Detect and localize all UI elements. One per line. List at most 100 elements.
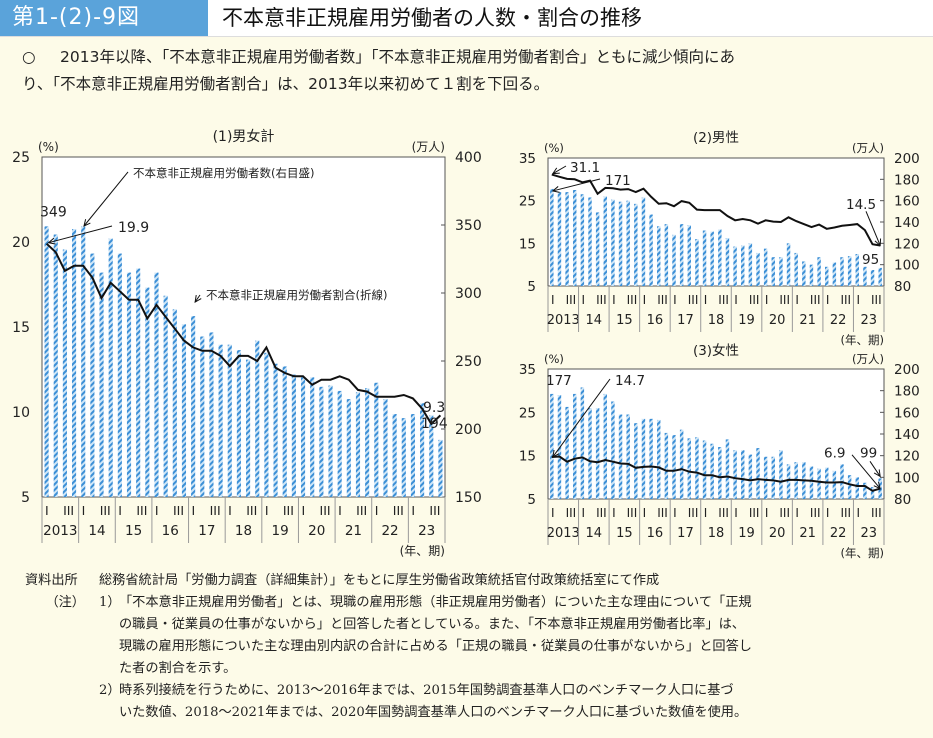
female-left-tick-label: 5 bbox=[527, 492, 536, 508]
total-line-series-arrow-head bbox=[194, 295, 202, 303]
total-quarter-label: I bbox=[338, 503, 342, 518]
female-quarter-label: III bbox=[871, 506, 882, 520]
male-bar bbox=[756, 252, 760, 286]
total-year-label: 18 bbox=[235, 523, 252, 539]
female-year-label: 19 bbox=[738, 526, 755, 541]
total-quarter-label: III bbox=[63, 503, 74, 518]
male-right-tick-label: 180 bbox=[894, 172, 920, 188]
male-bar bbox=[565, 192, 569, 286]
total-right-tick-label: 250 bbox=[455, 354, 482, 370]
total-left-tick-label: 15 bbox=[12, 320, 30, 336]
total-bar bbox=[355, 392, 361, 497]
total-year-label: 19 bbox=[272, 523, 289, 539]
male-year-label: 2013 bbox=[547, 313, 580, 328]
male-bar bbox=[672, 234, 676, 286]
total-bar bbox=[81, 226, 86, 498]
female-first-line-arrow-head bbox=[552, 449, 560, 458]
female-quarter-label: III bbox=[627, 506, 638, 520]
male-bar bbox=[595, 212, 600, 286]
female-bar bbox=[763, 456, 768, 499]
female-left-tick-label: 25 bbox=[519, 405, 536, 421]
total-bar bbox=[200, 336, 205, 497]
male-year-label: 18 bbox=[708, 313, 725, 328]
summary-text: ○ 2013年以降、「不本意非正規雇用労働者数」「不本意非正規雇用労働者割合」とも… bbox=[22, 44, 912, 98]
total-bar bbox=[236, 350, 241, 497]
total-bar bbox=[337, 390, 342, 497]
male-bar bbox=[664, 224, 669, 286]
female-bar bbox=[573, 393, 577, 499]
male-quarter-label: I bbox=[582, 293, 586, 307]
male-bar bbox=[718, 229, 722, 286]
male-bar bbox=[618, 201, 623, 286]
female-quarter-label: III bbox=[566, 506, 577, 520]
female-quarter-label: I bbox=[673, 506, 677, 520]
female-bar bbox=[771, 456, 775, 499]
female-bar bbox=[786, 464, 791, 499]
total-bar bbox=[44, 226, 49, 498]
female-right-tick-label: 80 bbox=[894, 492, 911, 508]
total-bar bbox=[163, 295, 168, 497]
total-bar bbox=[365, 388, 370, 497]
female-quarter-label: III bbox=[840, 506, 851, 520]
total-quarter-label: I bbox=[411, 503, 415, 518]
male-first-line-label: 31.1 bbox=[570, 160, 600, 176]
female-chart-title: (3)女性 bbox=[693, 342, 739, 359]
male-bar bbox=[878, 267, 882, 286]
total-left-unit: (%) bbox=[38, 140, 59, 154]
total-last-line-label: 9.3 bbox=[423, 400, 445, 416]
male-bar bbox=[786, 243, 791, 286]
total-year-label: 15 bbox=[125, 523, 142, 539]
female-first-line-arrow bbox=[552, 378, 611, 458]
male-year-label: 21 bbox=[799, 313, 816, 328]
male-quarter-label: III bbox=[688, 293, 699, 307]
male-bar bbox=[802, 261, 806, 286]
note-2-number: 2） bbox=[99, 683, 121, 698]
total-bar-series-arrow-head bbox=[83, 219, 91, 227]
female-bar bbox=[618, 414, 623, 499]
female-year-label: 16 bbox=[647, 526, 664, 541]
male-last-bar-label: 95 bbox=[862, 252, 879, 268]
total-bar bbox=[346, 399, 351, 497]
male-quarter-label: III bbox=[596, 293, 607, 307]
female-year-label: 15 bbox=[616, 526, 633, 541]
total-quarter-label: III bbox=[283, 503, 294, 518]
female-quarter-label: III bbox=[718, 506, 729, 520]
female-quarter-label: I bbox=[826, 506, 830, 520]
note-2-line: 時系列接続を行うために、2013～2016年までは、2015年国勢調査基準人口の… bbox=[119, 683, 734, 698]
male-bar bbox=[870, 270, 875, 286]
male-bar bbox=[634, 203, 638, 286]
male-quarter-label: III bbox=[840, 293, 851, 307]
total-quarter-label: III bbox=[173, 503, 184, 518]
male-first-bar-arrow bbox=[552, 178, 601, 192]
male-last-line-label: 14.5 bbox=[846, 197, 876, 213]
male-right-tick-label: 120 bbox=[894, 236, 920, 252]
total-bar bbox=[172, 309, 177, 497]
male-bar bbox=[657, 226, 661, 286]
male-x-unit: (年、期) bbox=[841, 333, 884, 347]
total-left-tick-label: 10 bbox=[12, 405, 30, 421]
female-bar bbox=[641, 418, 646, 499]
total-year-label: 2013 bbox=[43, 523, 77, 539]
total-bar-series-label: 不本意非正規雇用労働者数(右目盛) bbox=[133, 166, 314, 180]
total-bar bbox=[383, 399, 388, 497]
total-bar bbox=[108, 238, 113, 497]
female-last-bar-arrow-head bbox=[873, 469, 881, 478]
female-quarter-label: I bbox=[582, 506, 586, 520]
male-quarter-label: III bbox=[749, 293, 760, 307]
female-bar bbox=[603, 393, 607, 499]
total-bar bbox=[191, 316, 196, 497]
male-quarter-label: I bbox=[734, 293, 738, 307]
total-bar bbox=[71, 229, 77, 497]
female-bar bbox=[710, 443, 714, 499]
female-bar bbox=[565, 406, 569, 499]
male-bar bbox=[580, 194, 585, 286]
female-bar bbox=[725, 439, 730, 499]
male-right-tick-label: 140 bbox=[894, 215, 920, 231]
female-right-tick-label: 140 bbox=[894, 427, 920, 443]
total-bar-series-arrow bbox=[83, 171, 129, 227]
total-quarter-label: III bbox=[429, 503, 440, 518]
male-bar bbox=[573, 190, 577, 286]
total-bar bbox=[300, 377, 306, 497]
female-left-tick-label: 15 bbox=[519, 449, 536, 465]
male-quarter-label: I bbox=[612, 293, 616, 307]
